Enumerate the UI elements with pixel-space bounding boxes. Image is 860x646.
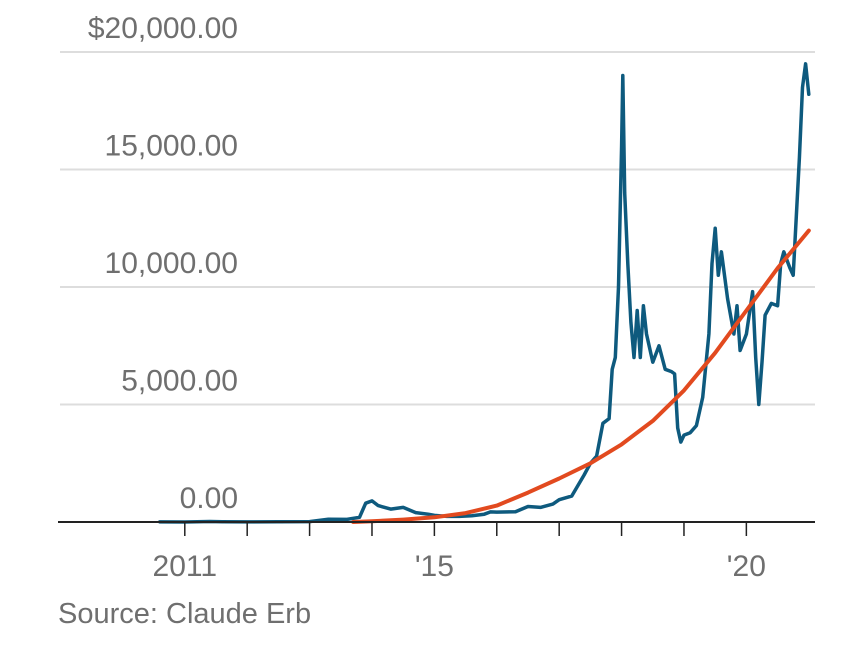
x-tick-label: 2011 [153, 550, 218, 583]
x-axis-ticks: 2011 '15 '20 [153, 522, 766, 583]
price-series-line [158, 62, 811, 524]
trend-series-line [351, 228, 811, 524]
y-tick-label: 10,000.00 [105, 247, 238, 280]
source-note: Source: Claude Erb [58, 598, 312, 630]
y-tick-label: 15,000.00 [105, 130, 238, 163]
y-tick-label: 0.00 [180, 482, 238, 515]
y-axis-labels: 0.00 5,000.00 10,000.00 15,000.00 $20,000.00 [88, 12, 238, 515]
x-tick-label: '20 [727, 550, 766, 583]
grid-layer [60, 51, 815, 406]
chart: 0.00 5,000.00 10,000.00 15,000.00 $20,000.00… [58, 12, 815, 583]
y-tick-label: 5,000.00 [121, 365, 238, 398]
series-layer [158, 62, 811, 524]
x-tick-label: '15 [415, 550, 454, 583]
y-tick-label: $20,000.00 [88, 12, 238, 45]
